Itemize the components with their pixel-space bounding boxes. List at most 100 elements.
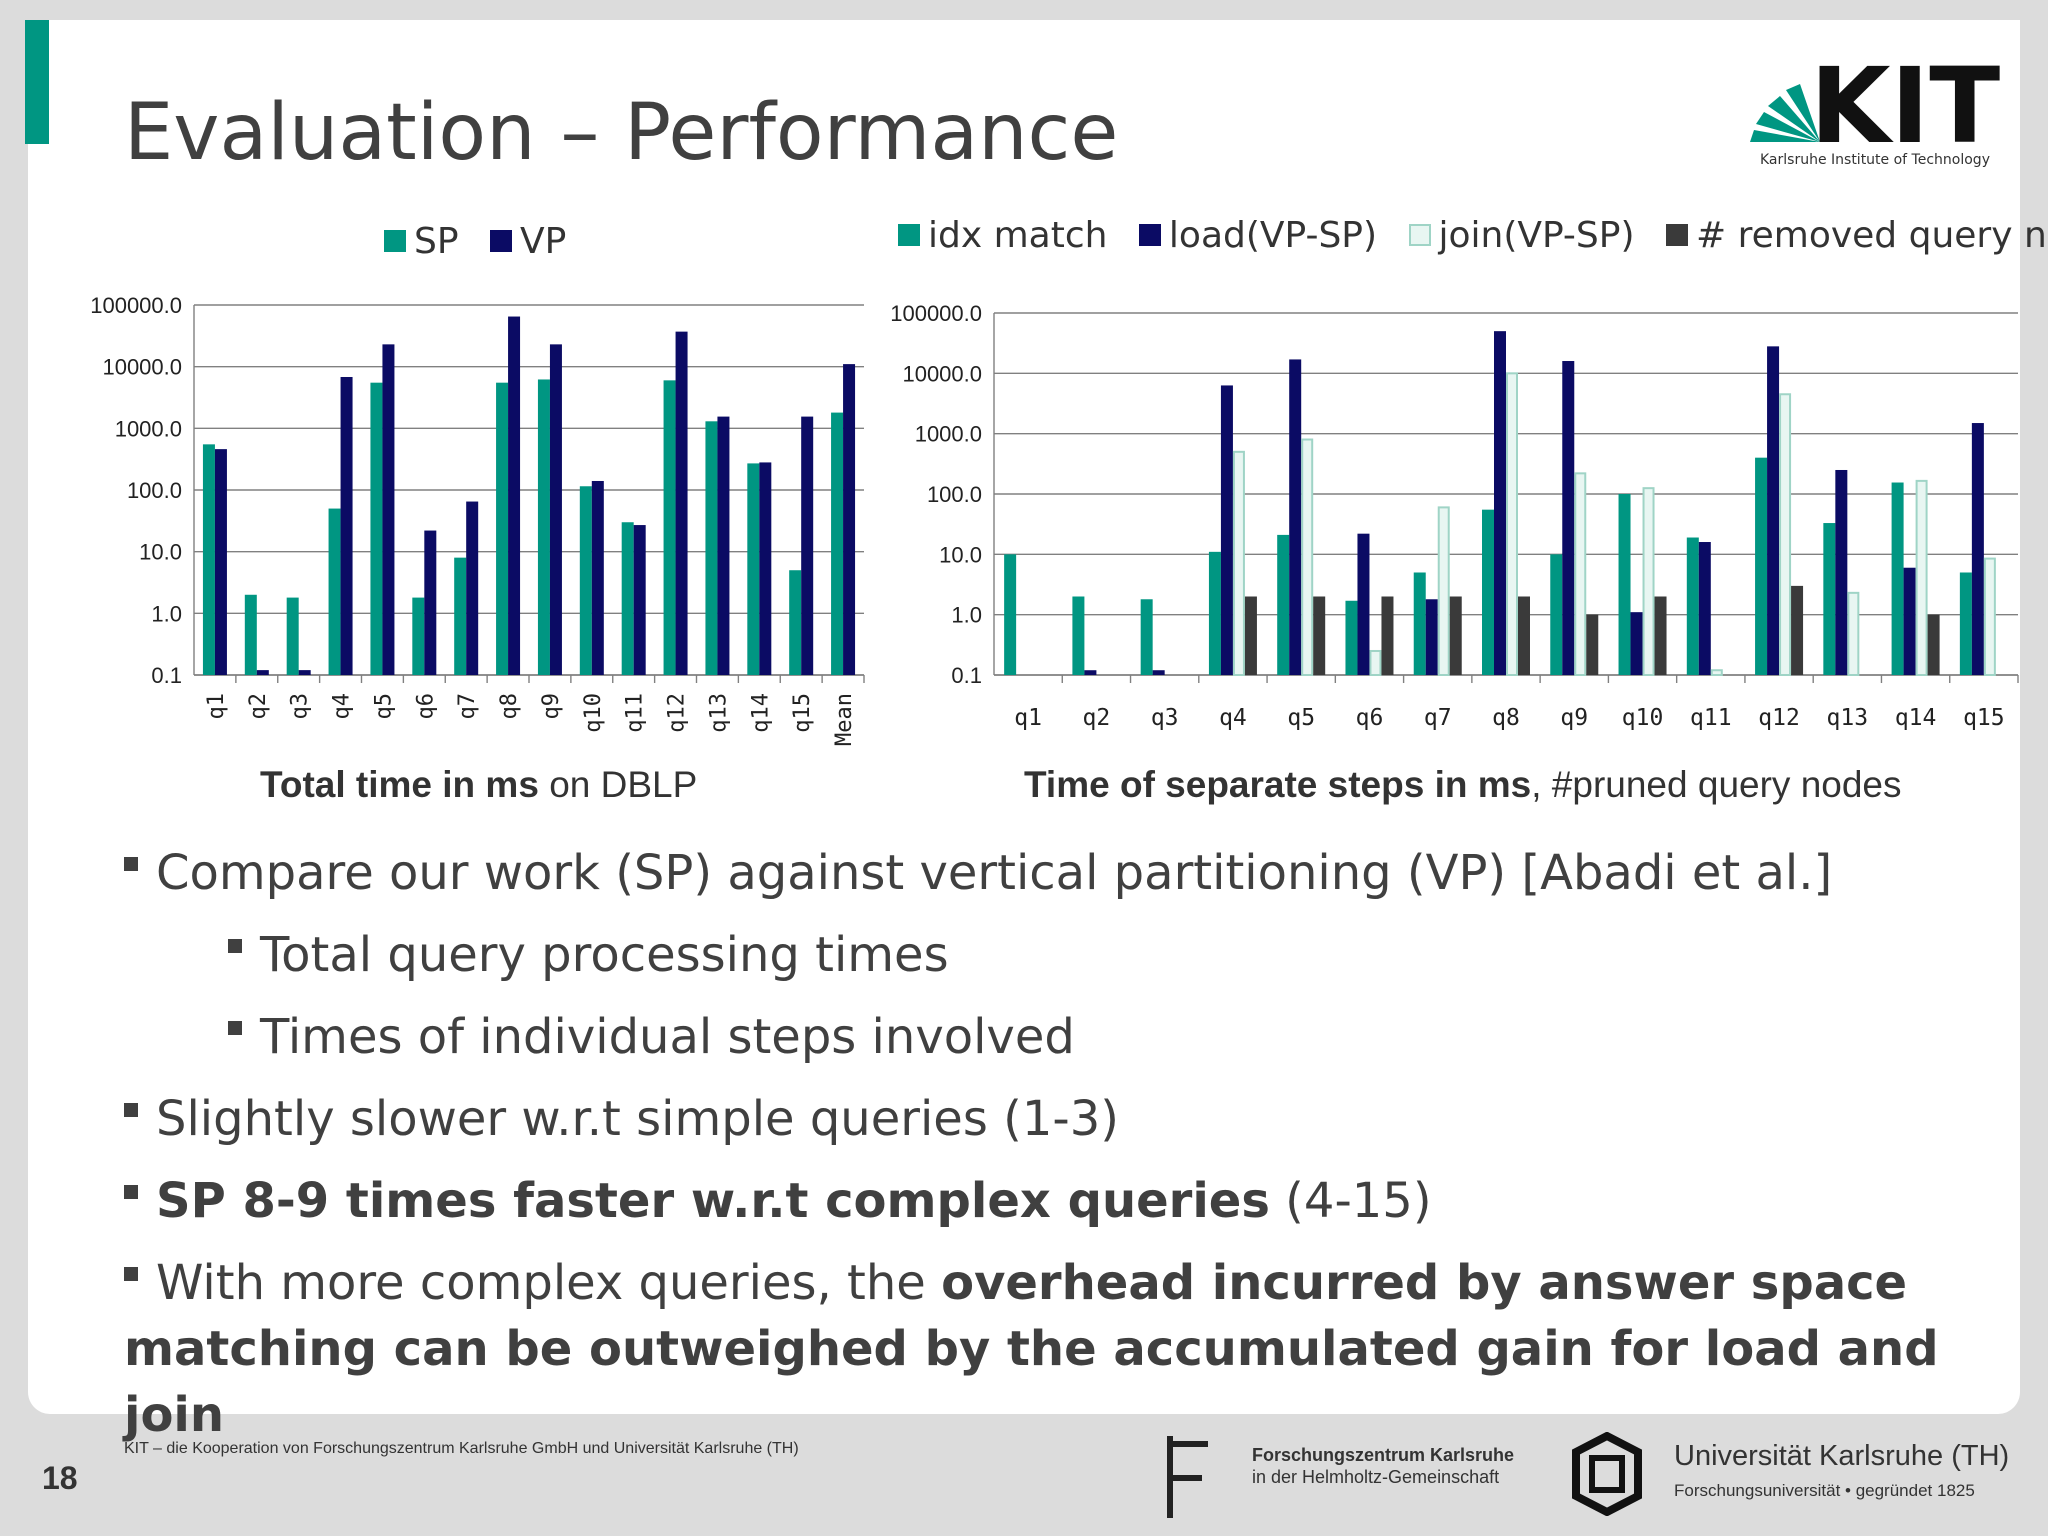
chart1-bar-sp-q7 <box>454 557 467 675</box>
bullet-1b: Times of individual steps involved <box>228 1004 1984 1070</box>
chart1-bar-sp-q2 <box>244 594 257 675</box>
chart1-bar-sp-q9 <box>537 379 550 675</box>
chart2-bar-join-vp-sp--q13 <box>1847 591 1860 676</box>
legend-item-load: load(VP-SP) <box>1138 215 1377 256</box>
chart2-bar-idx-match-q6 <box>1345 600 1358 675</box>
chart2-x-tick-label: q4 <box>1219 705 1247 731</box>
chart2-bar--removed-query-nodes-q8 <box>1518 596 1530 675</box>
chart1-x-tick-label: q8 <box>497 693 522 720</box>
chart2-bar-join-vp-sp--q7 <box>1437 506 1450 677</box>
bullet-square-icon <box>124 1103 138 1117</box>
chart1-bar-vp-q14 <box>759 462 772 675</box>
chart2-y-tick-label: 0.1 <box>951 663 982 688</box>
chart2-bar--removed-query-nodes-q14 <box>1927 614 1940 675</box>
chart1-y-tick-label: 100000.0 <box>90 293 182 318</box>
chart2-x-tick-label: q8 <box>1492 705 1520 731</box>
chart1-legend: SP VP <box>384 220 586 262</box>
chart1-bar-sp-q5 <box>370 382 383 675</box>
chart2-bar--removed-query-nodes-q10 <box>1654 596 1667 675</box>
kit-logo-subtitle: Karlsruhe Institute of Technology <box>1760 152 1990 168</box>
legend-swatch-vp <box>490 230 513 252</box>
legend-item-sp: SP <box>384 221 459 262</box>
chart2-x-tick-label: q12 <box>1758 705 1800 731</box>
chart1-x-tick-label: q12 <box>665 693 690 733</box>
chart2-bar-load-vp-sp--q11 <box>1698 542 1711 675</box>
bullet-4: With more complex queries, the overhead … <box>124 1255 1939 1443</box>
chart-total-time: 0.1 1.0 10.0 100.0 1000.0 10000.0 100000.0 q1 q2… <box>0 0 880 804</box>
legend-swatch-idx <box>898 224 920 246</box>
chart1-bar-vp-q4 <box>340 376 353 675</box>
chart1-bar-vp-q9 <box>549 344 562 675</box>
chart2-bar--removed-query-nodes-q7 <box>1449 596 1462 675</box>
chart2-caption-rest: , #pruned query nodes <box>1531 764 1902 805</box>
chart2-bar-load-vp-sp--q5 <box>1289 359 1302 675</box>
chart1-bar-sp-q8 <box>496 382 509 675</box>
legend-item-vp: VP <box>490 221 566 262</box>
bullet-3: SP 8-9 times faster w.r.t complex querie… <box>124 1168 1984 1234</box>
chart2-bar-load-vp-sp--q15 <box>1971 423 1984 675</box>
chart2-bar-idx-match-q10 <box>1618 494 1631 675</box>
chart2-svg: 0.1 1.0 10.0 100.0 1000.0 10000.0 100000.0 q1 q2… <box>890 301 2019 731</box>
chart2-y-tick-label: 1000.0 <box>915 422 982 447</box>
chart1-x-tick-label: q14 <box>748 693 773 733</box>
chart1-bar-sp-q14 <box>747 463 760 675</box>
chart2-bar-join-vp-sp--q9 <box>1574 472 1587 676</box>
kit-logo: KIT <box>1750 45 2000 176</box>
chart2-bar-idx-match-q4 <box>1208 551 1221 675</box>
chart2-x-tick-label: q9 <box>1560 705 1588 731</box>
chart2-y-tick-label: 10000.0 <box>902 361 982 386</box>
chart1-x-tick-label: q2 <box>246 693 271 720</box>
chart2-y-tick-label: 100.0 <box>927 482 982 507</box>
chart2-bar-load-vp-sp--q10 <box>1630 612 1643 675</box>
chart1-x-tick-label: q5 <box>371 693 396 720</box>
chart1-x-tick-label: q4 <box>330 693 355 720</box>
chart2-caption-bold: Time of separate steps in ms <box>1024 764 1532 805</box>
chart2-bar-idx-match-q5 <box>1277 534 1290 675</box>
chart2-bar--removed-query-nodes-q4 <box>1244 596 1257 675</box>
chart2-x-tick-label: q1 <box>1014 705 1042 731</box>
chart1-x-tick-label: q3 <box>288 693 313 720</box>
kit-fan-icon <box>1750 84 1820 142</box>
chart2-bar-idx-match-q13 <box>1823 523 1836 675</box>
slide-canvas <box>28 20 2020 1414</box>
chart1-bar-vp-q8 <box>508 316 521 675</box>
chart2-bar-idx-match-q12 <box>1755 457 1768 675</box>
chart2-bar-idx-match-q1 <box>1004 554 1017 675</box>
chart2-bar-idx-match-q9 <box>1550 554 1563 675</box>
bullet-1a: Total query processing times <box>228 922 1984 988</box>
chart1-x-tick-label: q1 <box>204 693 229 720</box>
page-number: 18 <box>42 1460 78 1496</box>
chart1-svg: 0.1 1.0 10.0 100.0 1000.0 10000.0 100000.0 q1 q2… <box>90 293 865 746</box>
chart2-y-tick-label: 100000.0 <box>890 301 982 326</box>
chart2-bar-idx-match-q3 <box>1140 599 1153 675</box>
chart2-bar-idx-match-q15 <box>1959 572 1972 675</box>
chart1-bar-sp-q1 <box>202 444 215 675</box>
fz-logo-icon <box>1158 1432 1218 1522</box>
chart2-legend: idx match load(VP-SP) join(VP-SP) # remo… <box>898 214 2048 256</box>
chart2-x-tick-label: q2 <box>1083 705 1111 731</box>
chart2-bar-load-vp-sp--q12 <box>1767 346 1780 675</box>
chart1-bar-sp-q13 <box>705 421 718 675</box>
chart1-y-tick-label: 100.0 <box>127 478 182 503</box>
chart2-bar-load-vp-sp--q7 <box>1425 599 1438 675</box>
kit-wordmark: KIT <box>1810 52 2000 152</box>
chart1-bar-vp-q3 <box>298 670 311 675</box>
bullet-list: Compare our work (SP) against vertical p… <box>124 840 1984 1464</box>
chart1-bar-sp-q12 <box>663 380 676 675</box>
bullet-2: Slightly slower w.r.t simple queries (1-… <box>124 1086 1984 1152</box>
chart1-x-tick-label: q13 <box>706 693 731 733</box>
chart2-bar--removed-query-nodes-q5 <box>1313 596 1326 675</box>
chart2-bar-load-vp-sp--q8 <box>1494 331 1506 675</box>
chart2-bar-idx-match-q7 <box>1413 572 1426 675</box>
chart1-y-tick-label: 10000.0 <box>102 355 182 380</box>
chart2-x-tick-label: q5 <box>1287 705 1315 731</box>
chart1-y-tick-label: 10.0 <box>139 540 182 565</box>
chart1-y-tick-label: 1000.0 <box>115 416 182 441</box>
chart1-bar-sp-mean <box>831 412 844 675</box>
chart2-bar-load-vp-sp--q9 <box>1562 361 1575 675</box>
legend-swatch-load <box>1138 224 1161 246</box>
chart1-bar-vp-q15 <box>801 416 814 675</box>
chart1-bar-vp-q7 <box>466 501 479 675</box>
uni-logo-text: Universität Karlsruhe (TH) Forschungsuni… <box>1674 1440 2010 1500</box>
legend-item-removed: # removed query nodes <box>1665 215 2048 256</box>
